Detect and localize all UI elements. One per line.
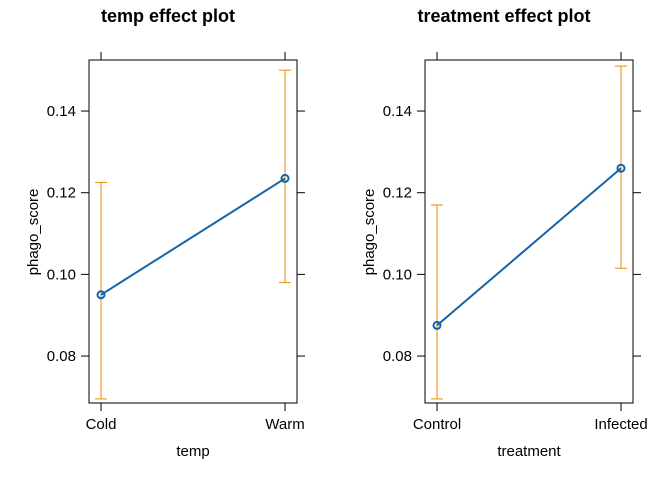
treatment-data-point: [616, 163, 626, 173]
treatment-plot-frame: [424, 59, 634, 404]
temp-x-tick-label: Warm: [265, 416, 304, 433]
temp-data-point: [96, 290, 106, 300]
treatment-panel-title: treatment effect plot: [417, 6, 590, 26]
treatment-x-tick-label: Infected: [594, 416, 647, 433]
temp-y-tick-label: 0.10: [47, 266, 76, 283]
temp-effect-panel: temp effect plot temp phago_score 0.08 0.…: [25, 6, 305, 460]
treatment-effect-line: [436, 167, 622, 327]
temp-y-tick-label: 0.12: [47, 185, 76, 202]
temp-panel-title: temp effect plot: [101, 6, 235, 26]
temp-y-tick-label: 0.14: [47, 103, 76, 120]
treatment-effect-panel: treatment effect plot treatment phago_sc…: [361, 6, 648, 460]
temp-y-axis-label: phago_score: [25, 189, 42, 276]
treatment-x-axis-label: treatment: [497, 443, 561, 460]
treatment-y-tick-label: 0.14: [383, 103, 412, 120]
treatment-y-tick-label: 0.12: [383, 185, 412, 202]
temp-effect-line: [100, 177, 286, 296]
treatment-y-tick-label: 0.08: [383, 348, 412, 365]
treatment-y-tick-label: 0.10: [383, 266, 412, 283]
treatment-x-tick-label: Control: [413, 416, 461, 433]
treatment-y-axis-label: phago_score: [361, 189, 378, 276]
temp-y-tick-label: 0.08: [47, 348, 76, 365]
temp-data-point: [280, 173, 290, 183]
temp-x-tick-label: Cold: [86, 416, 117, 433]
temp-x-axis-label: temp: [176, 443, 209, 460]
temp-plot-frame: [88, 59, 298, 404]
treatment-data-point: [432, 320, 442, 330]
